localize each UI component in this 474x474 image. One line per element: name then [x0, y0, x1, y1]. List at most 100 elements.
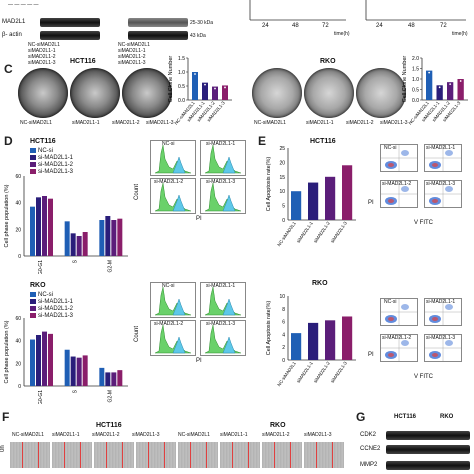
xtick-48: 48 [292, 23, 299, 29]
panel-d-hct-title: HCT116 [30, 138, 56, 145]
wound-image-5 [178, 442, 218, 468]
count-axis-label-rko: Count [134, 325, 140, 342]
facs-label-rko-2: si-MAD2L1-1 [426, 299, 456, 305]
g1-peak [154, 324, 192, 354]
y-tick-label: 0 [282, 218, 285, 224]
blot-band-actin-left [40, 31, 100, 40]
colony-dish-hct-3 [122, 68, 172, 118]
y-tick-label: 2.0 [412, 56, 419, 62]
y-tick-label: 10 [279, 189, 285, 195]
panel-f-rko-title: RKO [270, 422, 286, 429]
bar [325, 176, 336, 220]
y-tick-label: 10 [279, 294, 285, 300]
y-tick-label: 40 [15, 201, 21, 207]
blot-label-mad2l1: MAD2L1 [2, 19, 26, 25]
flow-label-hct-4: si-MAD2L1-3 [206, 179, 236, 185]
facs-fitc-label-hct: V FITC [414, 220, 433, 226]
y-tick-label: 4 [282, 332, 285, 338]
dense-core [388, 353, 394, 357]
colony-dish-hct-1 [18, 68, 68, 118]
bar [222, 85, 228, 100]
facs-label-hct-2: si-MAD2L1-1 [426, 145, 456, 151]
bar [30, 339, 35, 386]
bar [436, 85, 443, 100]
dense-core [432, 317, 438, 321]
facs-rko-3 [380, 334, 418, 362]
blot-label-actin: β- actin [2, 32, 22, 38]
apoptotic-population [401, 304, 409, 310]
wound-label-5: NC-siMAD2L1 [178, 432, 210, 438]
blot-lane-label-r4: siMAD2L1-3 [118, 60, 146, 66]
facs-pi-label-hct: PI [368, 200, 374, 206]
blot-lane-label-3: siMAD2L1-2 [28, 54, 56, 60]
panel-d-legend-rko: NC-si si-MAD2L1-1 si-MAD2L1-2 si-MAD2L1-… [30, 292, 73, 320]
flow-label-rko-4: si-MAD2L1-3 [206, 321, 236, 327]
dense-core [432, 163, 438, 167]
x-tick-label: S [73, 389, 79, 393]
bar [82, 355, 88, 386]
y-tick-label: 25 [279, 146, 285, 152]
facs-label-rko-1: NC-si [384, 299, 397, 305]
facs-dotplot [425, 181, 461, 207]
x-tick-label: G0-G1 [38, 260, 44, 274]
bar [70, 233, 76, 256]
flow-hist-rko-2 [200, 282, 246, 318]
flow-hist-rko-1 [150, 282, 196, 318]
data-point [214, 87, 216, 90]
bar [117, 370, 123, 386]
g2-peak [172, 194, 186, 212]
flow-hist-hct-3 [150, 178, 196, 214]
y-axis-label: Cell Apoptosis rate(%) [266, 157, 272, 212]
g1-peak [154, 286, 192, 316]
facs-dotplot [425, 145, 461, 171]
xtick-24-b: 24 [376, 23, 383, 29]
dish-label-hct-4: siMAD2L1-3 [146, 120, 174, 126]
y-tick-label: 0 [282, 358, 285, 364]
blot-g-mmp2-label: MMP2 [360, 462, 378, 468]
y-tick-label: 40 [15, 339, 21, 345]
panel-letter-e: E [258, 134, 267, 148]
facs-hct-2 [424, 144, 462, 172]
blot-lane-label-r1: NC-siMAD2L1 [118, 42, 150, 48]
y-tick-label: 0 [18, 384, 21, 390]
bar [111, 372, 117, 386]
y-tick-label: 0 [18, 254, 21, 260]
panel-f-time: 0h [0, 445, 6, 452]
flow-label-hct-1: NC-si [162, 141, 175, 147]
bar [105, 216, 111, 256]
xtick-72-b: 72 [440, 23, 447, 29]
x-tick-label: siMAD2L1-3 [330, 220, 349, 244]
flow-label-hct-3: si-MAD2L1-2 [154, 179, 184, 185]
y-tick-label: 60 [15, 174, 21, 180]
bar [117, 218, 123, 256]
facs-label-hct-3: si-MAD2L1-2 [382, 181, 412, 187]
dish-label-hct-1: NC-siMAD2L1 [20, 120, 52, 126]
wound-label-2: siMAD2L1-1 [52, 432, 80, 438]
facs-fitc-label-rko: V FITC [414, 374, 433, 380]
flow-hist-hct-1 [150, 140, 196, 176]
facs-rko-2 [424, 298, 462, 326]
bar [342, 165, 353, 220]
flow-hist-hct-4 [200, 178, 246, 214]
data-point [224, 86, 226, 89]
wound-label-8: siMAD2L1-3 [304, 432, 332, 438]
wound-label-7: siMAD2L1-2 [262, 432, 290, 438]
kda-label-2: 43 kDa [190, 33, 206, 39]
g2-peak [172, 156, 186, 174]
pi-axis-label-hct: PI [196, 216, 202, 222]
blot-g-mmp2-band [386, 461, 470, 470]
facs-hct-4 [424, 180, 462, 208]
bar [76, 357, 82, 386]
colony-dish-rko-2 [304, 68, 354, 118]
x-tick-label: siMAD2L1-3 [330, 360, 349, 384]
facs-dotplot [425, 335, 461, 361]
bar [111, 220, 117, 256]
blot-g-cdk2-band [386, 431, 470, 440]
x-tick-label: S [73, 259, 79, 263]
flow-histogram-curve [154, 324, 192, 354]
y-tick-label: 60 [15, 316, 21, 322]
bar [70, 356, 76, 386]
x-tick-label: siMAD2L1-1 [296, 220, 315, 244]
bar [308, 182, 319, 220]
flow-label-rko-1: NC-si [162, 283, 175, 289]
